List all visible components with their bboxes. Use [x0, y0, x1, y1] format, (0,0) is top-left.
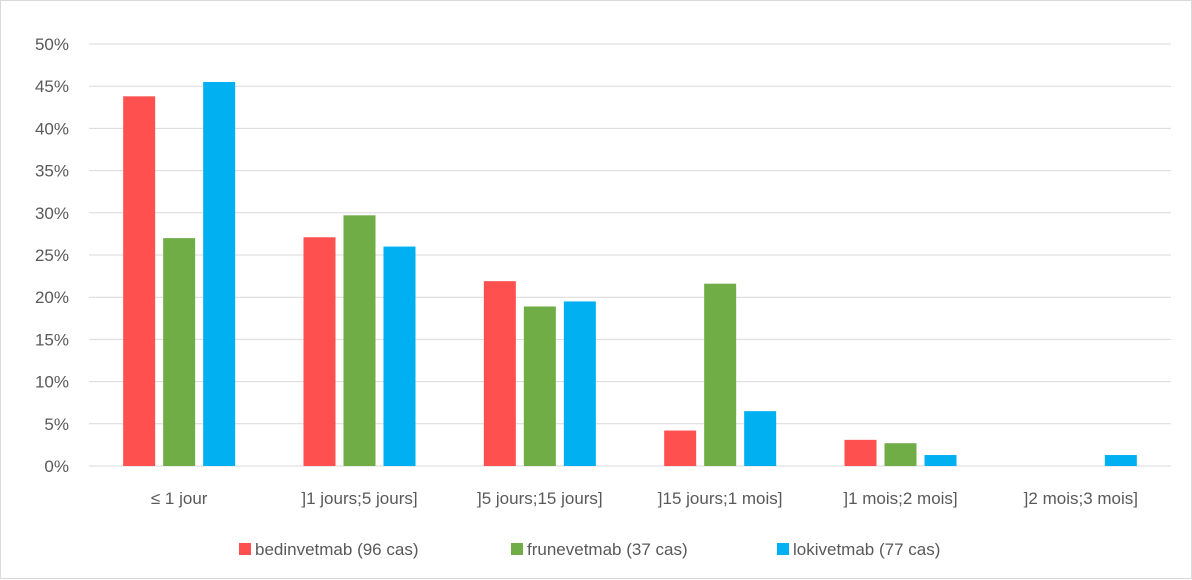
y-tick-label: 5%: [44, 415, 69, 434]
x-tick-label: ≤ 1 jour: [151, 489, 208, 508]
y-tick-label: 40%: [35, 119, 69, 138]
legend-swatch: [239, 543, 251, 555]
y-tick-label: 25%: [35, 246, 69, 265]
bar-lokivetmab-4: [924, 455, 957, 466]
y-tick-label: 50%: [35, 35, 69, 54]
y-tick-label: 10%: [35, 373, 69, 392]
bar-bedinvetmab-1: [303, 237, 336, 466]
y-tick-label: 45%: [35, 77, 69, 96]
legend-label: bedinvetmab (96 cas): [255, 540, 418, 559]
legend-label: lokivetmab (77 cas): [793, 540, 940, 559]
y-tick-label: 0%: [44, 457, 69, 476]
bar-frunevetmab-4: [884, 443, 917, 466]
legend-swatch: [777, 543, 789, 555]
legend-label: frunevetmab (37 cas): [527, 540, 688, 559]
bar-frunevetmab-1: [343, 215, 376, 466]
bar-frunevetmab-2: [523, 306, 556, 466]
bar-bedinvetmab-3: [664, 430, 697, 466]
y-tick-label: 30%: [35, 204, 69, 223]
x-tick-label: ]5 jours;15 jours]: [477, 489, 603, 508]
bar-lokivetmab-3: [744, 411, 777, 466]
bar-frunevetmab-3: [704, 283, 737, 466]
x-axis-ticks: ≤ 1 jour ]1 jours;5 jours] ]5 jours;15 jou…: [151, 489, 1138, 508]
x-tick-label: ]1 mois;2 mois]: [843, 489, 957, 508]
x-tick-label: ]15 jours;1 mois]: [658, 489, 783, 508]
x-tick-label: ]1 jours;5 jours]: [301, 489, 417, 508]
gridlines: [89, 43, 1171, 467]
x-tick-label: ]2 mois;3 mois]: [1024, 489, 1138, 508]
bar-bedinvetmab-0: [123, 96, 156, 466]
legend-swatch: [511, 543, 523, 555]
bar-frunevetmab-0: [163, 238, 196, 466]
bar-lokivetmab-0: [203, 81, 236, 466]
y-tick-label: 15%: [35, 330, 69, 349]
bars: [123, 81, 1137, 466]
bar-lokivetmab-1: [383, 246, 416, 466]
bar-bedinvetmab-4: [844, 439, 877, 466]
bar-lokivetmab-5: [1104, 455, 1137, 466]
y-tick-label: 35%: [35, 162, 69, 181]
bar-bedinvetmab-2: [483, 281, 516, 466]
y-tick-label: 20%: [35, 288, 69, 307]
legend: bedinvetmab (96 cas) frunevetmab (37 cas)…: [239, 540, 940, 559]
y-axis-ticks: 0% 5% 10% 15% 20% 25% 30% 35% 40% 45% 50%: [35, 35, 69, 476]
bar-lokivetmab-2: [563, 301, 596, 466]
